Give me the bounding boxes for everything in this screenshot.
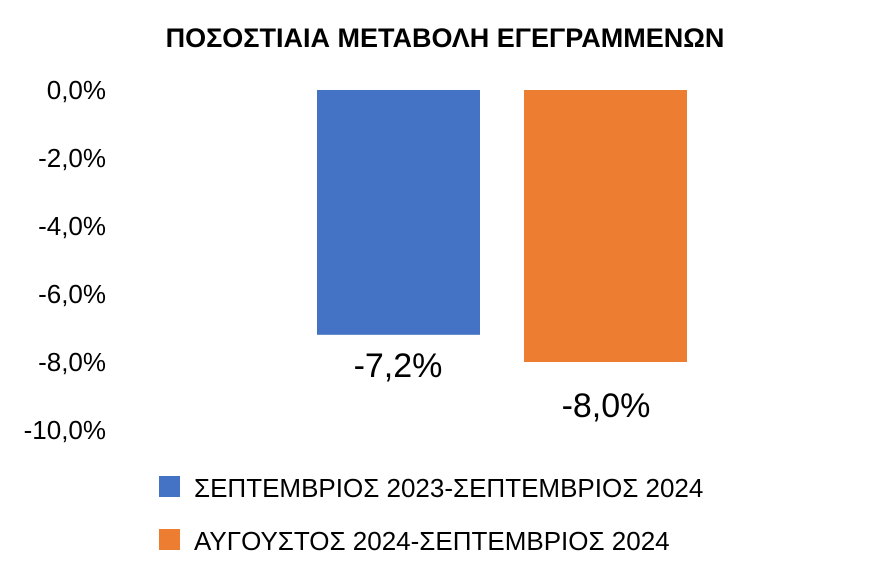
y-tick-label: -4,0% bbox=[38, 211, 106, 241]
y-axis-tick-labels: 0,0% -2,0% -4,0% -6,0% -8,0% -10,0% bbox=[24, 75, 106, 445]
y-tick-label: -10,0% bbox=[24, 415, 106, 445]
y-tick-label: -6,0% bbox=[38, 279, 106, 309]
legend: ΣΕΠΤΕΜΒΡΙΟΣ 2023-ΣΕΠΤΕΜΒΡΙΟΣ 2024 ΑΥΓΟΥΣΤ… bbox=[159, 473, 703, 556]
y-tick-label: 0,0% bbox=[47, 75, 106, 105]
data-labels-group: -7,2% -8,0% bbox=[354, 347, 651, 425]
bar-series-2 bbox=[524, 90, 687, 362]
bar-series-1 bbox=[317, 90, 480, 335]
chart-title: ΠΟΣΟΣΤΙΑΙΑ ΜΕΤΑΒΟΛΗ ΕΓΕΓΡΑΜΜΕΝΩΝ bbox=[166, 23, 725, 53]
data-label-series-2: -8,0% bbox=[562, 387, 651, 425]
data-label-series-1: -7,2% bbox=[354, 347, 443, 385]
legend-swatch-series-1 bbox=[159, 476, 180, 497]
legend-swatch-series-2 bbox=[159, 529, 180, 550]
legend-label-series-1: ΣΕΠΤΕΜΒΡΙΟΣ 2023-ΣΕΠΤΕΜΒΡΙΟΣ 2024 bbox=[194, 473, 703, 503]
y-tick-label: -2,0% bbox=[38, 143, 106, 173]
bars-group bbox=[317, 90, 687, 362]
legend-label-series-2: ΑΥΓΟΥΣΤΟΣ 2024-ΣΕΠΤΕΜΒΡΙΟΣ 2024 bbox=[194, 526, 670, 556]
y-tick-label: -8,0% bbox=[38, 347, 106, 377]
